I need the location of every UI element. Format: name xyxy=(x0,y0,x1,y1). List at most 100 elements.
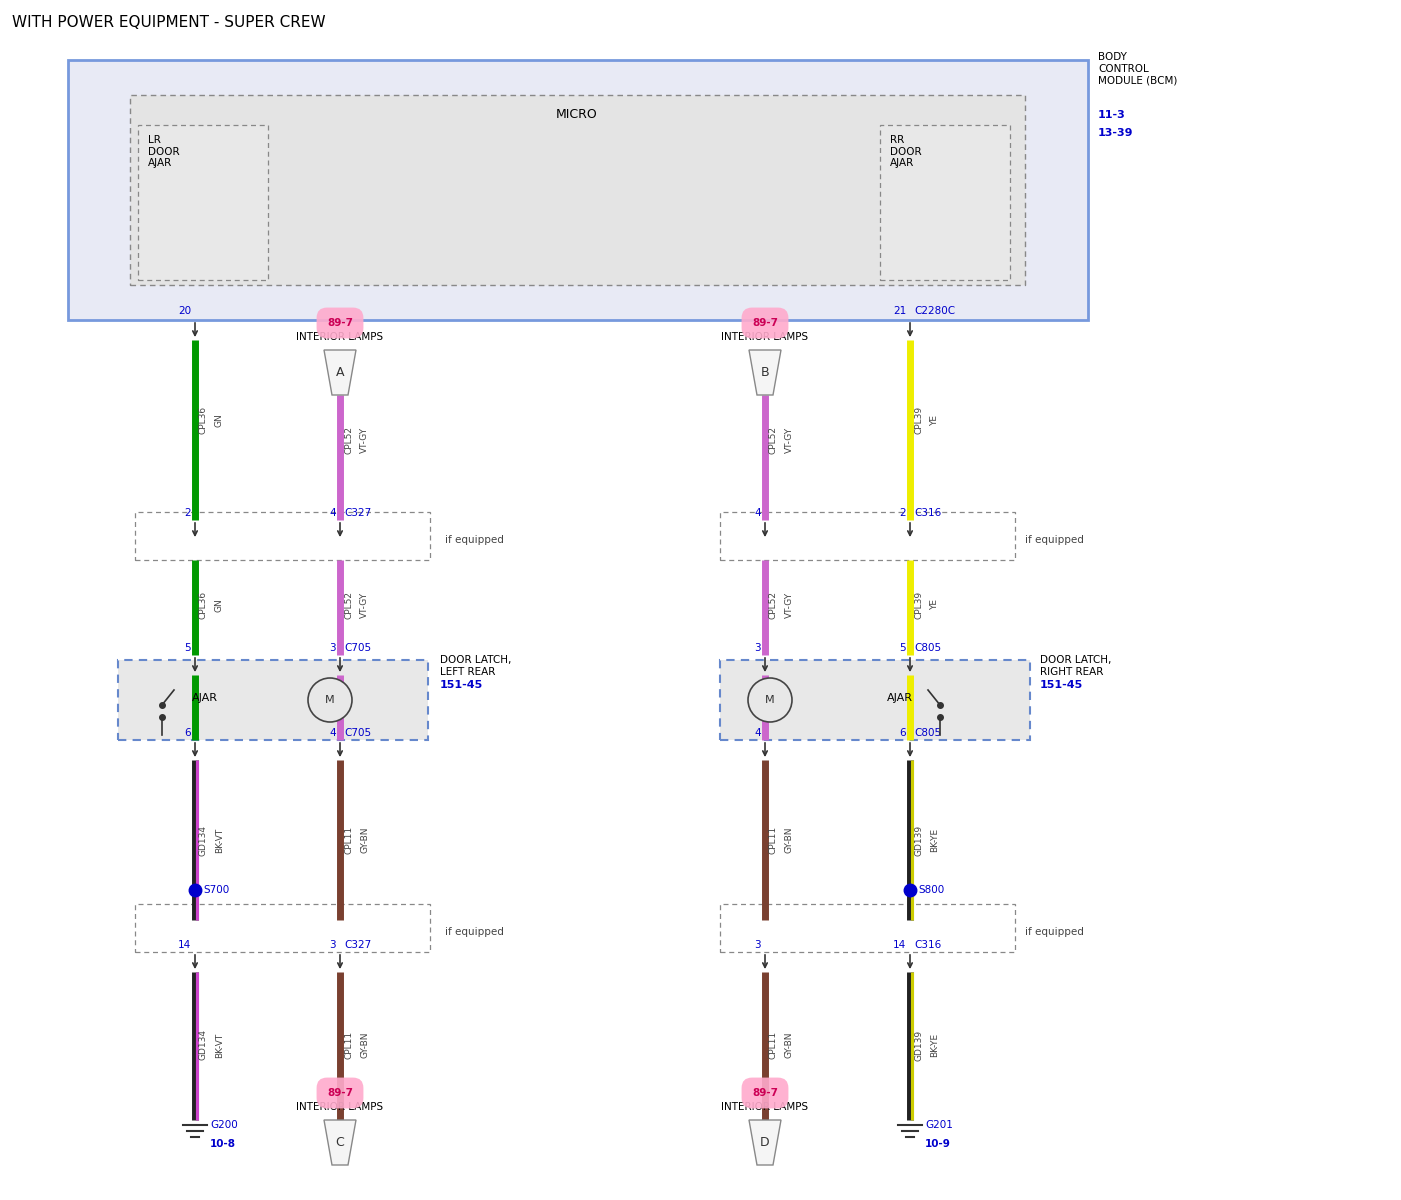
Text: LR
DOOR
AJAR: LR DOOR AJAR xyxy=(149,134,179,168)
Text: WITH POWER EQUIPMENT - SUPER CREW: WITH POWER EQUIPMENT - SUPER CREW xyxy=(13,14,325,30)
Text: C327: C327 xyxy=(345,940,371,950)
Text: CPL52: CPL52 xyxy=(345,426,353,454)
Text: GN: GN xyxy=(214,598,224,612)
Circle shape xyxy=(308,678,352,722)
Text: 4: 4 xyxy=(754,728,761,738)
Text: BK-YE: BK-YE xyxy=(930,1033,939,1057)
Text: MICRO: MICRO xyxy=(556,108,598,121)
Text: M: M xyxy=(325,695,335,704)
Text: CPL36: CPL36 xyxy=(199,590,207,619)
Text: VT-GY: VT-GY xyxy=(360,592,368,618)
Text: 6: 6 xyxy=(185,728,191,738)
Text: 151-45: 151-45 xyxy=(1040,680,1083,690)
Text: BK-VT: BK-VT xyxy=(214,827,224,853)
Text: C805: C805 xyxy=(913,728,941,738)
Text: 2: 2 xyxy=(185,508,191,518)
FancyBboxPatch shape xyxy=(130,95,1026,284)
Text: 89-7: 89-7 xyxy=(752,318,778,328)
Text: 14: 14 xyxy=(892,940,906,950)
Text: GY-BN: GY-BN xyxy=(360,827,368,853)
Text: 4: 4 xyxy=(329,508,336,518)
Text: GN: GN xyxy=(214,413,224,427)
Text: CPL36: CPL36 xyxy=(199,406,207,434)
Text: VT-GY: VT-GY xyxy=(360,427,368,454)
Text: YE: YE xyxy=(930,600,939,611)
Text: C705: C705 xyxy=(345,728,371,738)
Text: 20: 20 xyxy=(178,306,191,316)
Text: C805: C805 xyxy=(913,643,941,653)
Text: 3: 3 xyxy=(754,643,761,653)
FancyBboxPatch shape xyxy=(880,125,1010,280)
Text: if equipped: if equipped xyxy=(446,926,504,937)
Text: DOOR LATCH,
LEFT REAR: DOOR LATCH, LEFT REAR xyxy=(440,655,511,677)
Text: if equipped: if equipped xyxy=(1026,926,1084,937)
Text: D: D xyxy=(761,1136,769,1150)
Circle shape xyxy=(748,678,792,722)
Text: AJAR: AJAR xyxy=(192,692,219,703)
Text: BK-VT: BK-VT xyxy=(214,1032,224,1057)
Text: GD134: GD134 xyxy=(199,1030,207,1061)
Text: 3: 3 xyxy=(754,940,761,950)
Polygon shape xyxy=(324,350,356,395)
Text: CPL11: CPL11 xyxy=(345,1031,353,1060)
Text: 4: 4 xyxy=(329,728,336,738)
Text: CPL11: CPL11 xyxy=(769,1031,778,1060)
Text: CPL39: CPL39 xyxy=(913,590,923,619)
FancyBboxPatch shape xyxy=(69,60,1089,320)
Text: VT-GY: VT-GY xyxy=(785,427,794,454)
Text: AJAR: AJAR xyxy=(887,692,913,703)
Text: DOOR LATCH,
RIGHT REAR: DOOR LATCH, RIGHT REAR xyxy=(1040,655,1111,677)
Text: 89-7: 89-7 xyxy=(752,1088,778,1098)
Text: if equipped: if equipped xyxy=(1026,535,1084,545)
Text: C2280C: C2280C xyxy=(913,306,955,316)
Text: 3: 3 xyxy=(329,940,336,950)
Text: 3: 3 xyxy=(329,643,336,653)
Text: C327: C327 xyxy=(345,508,371,518)
Text: 6: 6 xyxy=(899,728,906,738)
Text: G200: G200 xyxy=(210,1120,238,1130)
Text: GD139: GD139 xyxy=(913,824,923,856)
FancyBboxPatch shape xyxy=(720,660,1030,740)
Text: GD134: GD134 xyxy=(199,824,207,856)
Text: YE: YE xyxy=(930,414,939,426)
Text: INTERIOR LAMPS: INTERIOR LAMPS xyxy=(297,332,384,342)
Text: CPL52: CPL52 xyxy=(769,590,778,619)
Text: 21: 21 xyxy=(892,306,906,316)
Text: RR
DOOR
AJAR: RR DOOR AJAR xyxy=(890,134,922,168)
Text: S800: S800 xyxy=(918,886,944,895)
Text: CPL39: CPL39 xyxy=(913,406,923,434)
Text: GD139: GD139 xyxy=(913,1030,923,1061)
Text: 10-9: 10-9 xyxy=(925,1139,951,1150)
Text: CPL52: CPL52 xyxy=(769,426,778,454)
Text: if equipped: if equipped xyxy=(446,535,504,545)
Polygon shape xyxy=(750,350,780,395)
Text: 13-39: 13-39 xyxy=(1098,128,1133,138)
Polygon shape xyxy=(750,1120,780,1165)
Text: GY-BN: GY-BN xyxy=(785,1032,794,1058)
Polygon shape xyxy=(324,1120,356,1165)
Text: GY-BN: GY-BN xyxy=(785,827,794,853)
Text: INTERIOR LAMPS: INTERIOR LAMPS xyxy=(722,1102,808,1112)
Text: GY-BN: GY-BN xyxy=(360,1032,368,1058)
Text: 89-7: 89-7 xyxy=(326,1088,353,1098)
Text: C: C xyxy=(336,1136,345,1150)
Text: 151-45: 151-45 xyxy=(440,680,483,690)
Text: 5: 5 xyxy=(899,643,906,653)
Text: CPL11: CPL11 xyxy=(345,826,353,854)
Text: CPL52: CPL52 xyxy=(345,590,353,619)
Text: CPL11: CPL11 xyxy=(769,826,778,854)
Text: 2: 2 xyxy=(899,508,906,518)
Text: INTERIOR LAMPS: INTERIOR LAMPS xyxy=(722,332,808,342)
Text: 14: 14 xyxy=(178,940,191,950)
FancyBboxPatch shape xyxy=(118,660,427,740)
Text: BK-YE: BK-YE xyxy=(930,828,939,852)
Text: 10-8: 10-8 xyxy=(210,1139,235,1150)
Text: C316: C316 xyxy=(913,940,941,950)
Text: G201: G201 xyxy=(925,1120,953,1130)
Text: M: M xyxy=(765,695,775,704)
Text: 89-7: 89-7 xyxy=(326,318,353,328)
FancyBboxPatch shape xyxy=(139,125,268,280)
Text: VT-GY: VT-GY xyxy=(785,592,794,618)
Text: C705: C705 xyxy=(345,643,371,653)
Text: 4: 4 xyxy=(754,508,761,518)
